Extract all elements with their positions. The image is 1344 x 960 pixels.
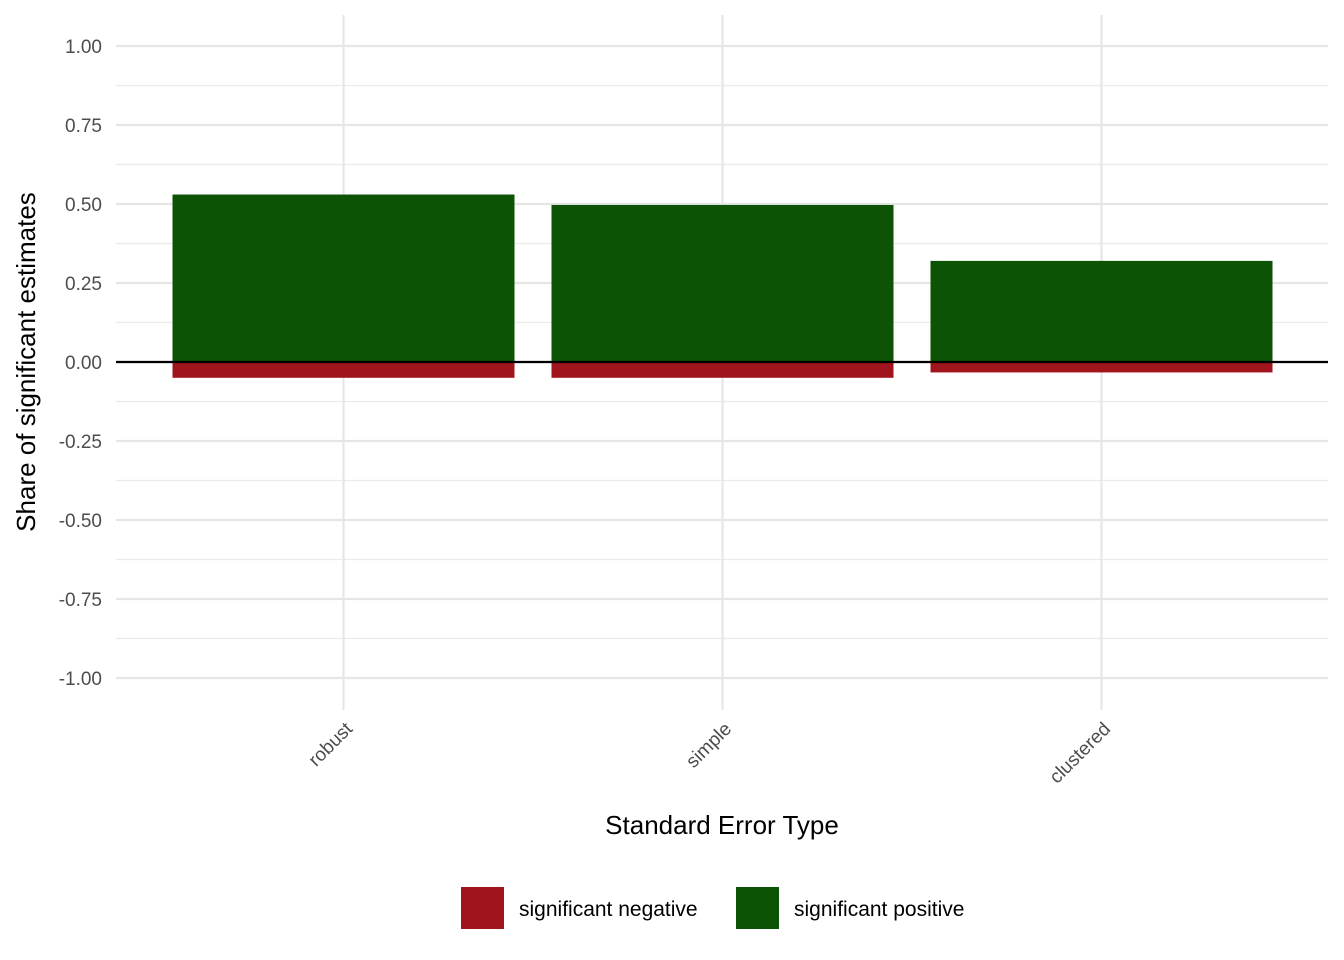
x-axis-title: Standard Error Type [605,810,839,840]
y-tick-label: 1.00 [65,37,102,58]
y-tick-label: 0.00 [65,353,102,374]
y-tick-label: 0.75 [65,116,102,137]
legend: significant negative significant positiv… [461,887,964,929]
legend-label-negative: significant negative [519,898,698,921]
y-tick-label: -0.75 [59,590,102,611]
legend-swatch-positive [736,887,779,929]
x-tick-label: simple [682,719,736,773]
x-tick-labels: robust simple clustered [305,718,1115,788]
bar-significant-positive-simple [551,204,894,362]
y-tick-label: 0.50 [65,195,102,216]
x-tick-label: clustered [1046,719,1115,788]
bar-significant-positive-clustered [930,260,1273,362]
y-tick-label: 0.25 [65,274,102,295]
y-tick-label: -0.25 [59,432,102,453]
legend-label-positive: significant positive [794,898,964,921]
bar-significant-negative-clustered [930,362,1273,373]
y-axis-title: Share of significant estimates [11,192,41,532]
bar-significant-positive-robust [172,194,515,362]
bar-significant-negative-simple [551,362,894,378]
y-tick-label: -1.00 [59,669,102,690]
y-tick-labels: 1.00 0.75 0.50 0.25 0.00 -0.25 -0.50 -0.75 -1.00 [59,37,102,690]
x-tick-label: robust [305,718,358,771]
bars [172,194,1273,378]
bar-significant-negative-robust [172,362,515,378]
y-tick-label: -0.50 [59,511,102,532]
legend-swatch-negative [461,887,504,929]
